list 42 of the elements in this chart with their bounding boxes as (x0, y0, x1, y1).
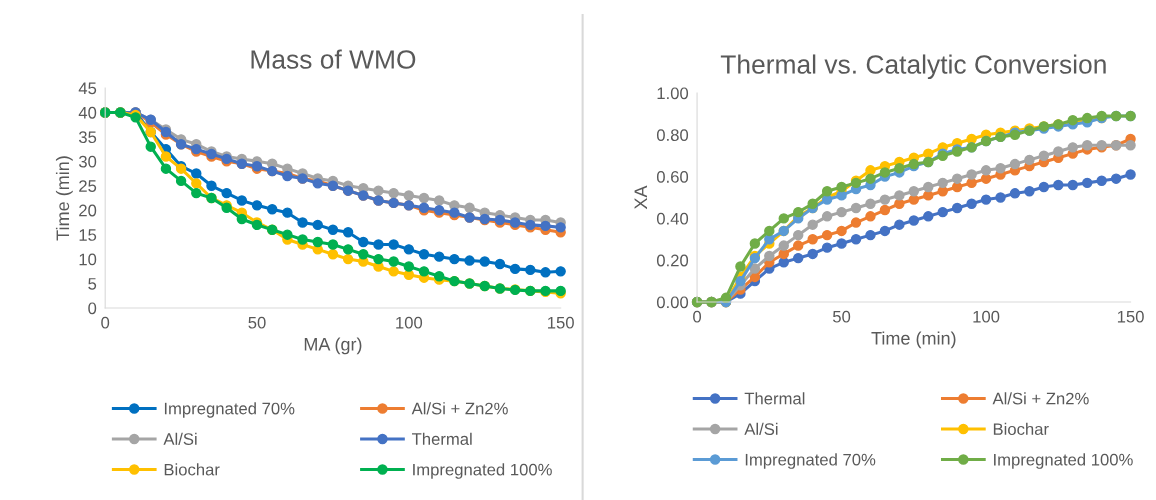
x-tick-label: 0 (693, 310, 702, 323)
y-tick-label: 0 (88, 302, 97, 315)
legend-label: Al/Si + Zn2% (411, 402, 508, 415)
x-tick-label: 100 (396, 316, 423, 329)
y-axis-title: Time (min) (55, 156, 73, 241)
legend-label: Impregnated 70% (164, 402, 295, 418)
chart-title: Thermal vs. Catalytic Conversion (720, 54, 1106, 80)
y-tick-label: 45 (78, 82, 97, 95)
x-tick-label: 50 (832, 310, 851, 323)
y-tick-label: 0.00 (656, 296, 689, 309)
y-tick-label: 15 (79, 229, 97, 241)
y-tick-label: 10 (79, 253, 97, 266)
legend-label: Al/Si (163, 432, 197, 445)
y-tick-label: 0.80 (656, 129, 689, 141)
legend-label: Biochar (164, 463, 220, 476)
y-tick-label: 35 (78, 131, 97, 144)
x-axis-title: MA (gr) (304, 337, 362, 355)
legend-label: Impregnated 70% (745, 453, 876, 469)
legend-label: Thermal (744, 392, 805, 405)
y-tick-label: 40 (78, 106, 97, 119)
legend-label: Impregnated 100% (413, 463, 552, 479)
y-axis-title: XA (634, 185, 647, 210)
x-tick-label: 100 (973, 310, 1000, 323)
legend-label: Biochar (993, 422, 1049, 436)
chart-title: Mass of WMO (251, 49, 416, 69)
x-tick-label: 150 (1117, 310, 1144, 323)
y-tick-label: 0.40 (656, 212, 689, 225)
legend-label: Impregnated 100% (994, 453, 1133, 469)
y-tick-label: 30 (78, 155, 97, 168)
legend-label: Thermal (412, 432, 472, 445)
x-axis-title: Time (min) (871, 331, 956, 349)
y-tick-label: 0.20 (656, 254, 689, 267)
x-tick-label: 50 (248, 316, 266, 329)
legend-label: Al/Si + Zn2% (992, 392, 1089, 405)
x-tick-label: 0 (101, 316, 110, 329)
y-tick-label: 1.00 (657, 87, 689, 100)
y-tick-label: 5 (88, 278, 97, 290)
y-tick-label: 20 (79, 204, 97, 217)
x-tick-label: 150 (548, 316, 574, 329)
legend-label: Al/Si (744, 422, 778, 436)
y-tick-label: 25 (79, 180, 97, 192)
y-tick-label: 0.60 (656, 171, 689, 183)
